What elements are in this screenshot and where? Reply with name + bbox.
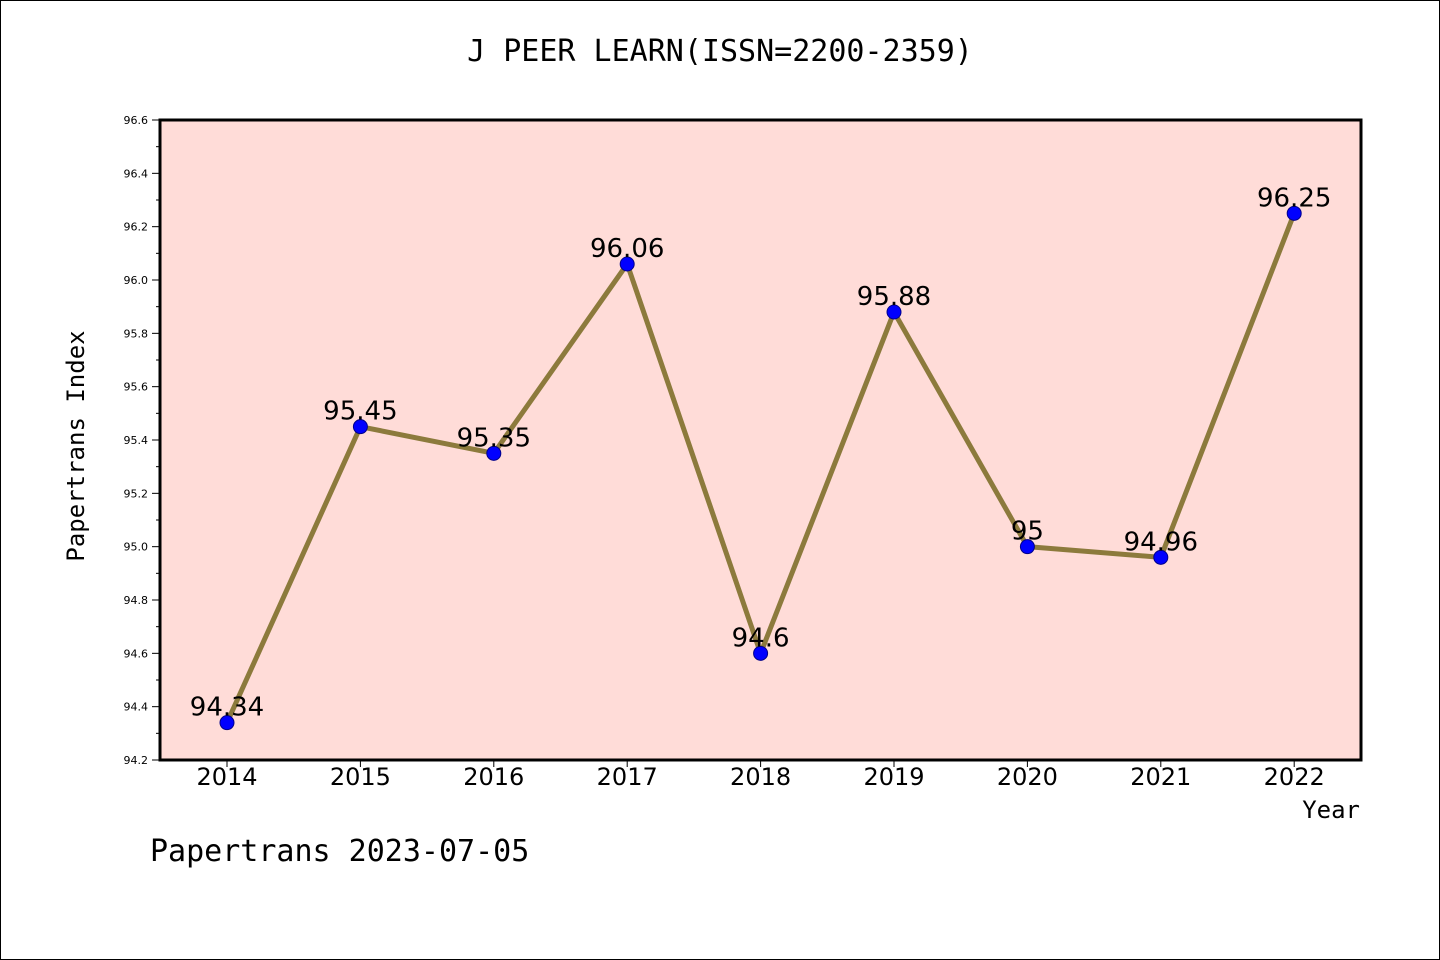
- data-point: [1153, 549, 1169, 565]
- x-tick-label: 2014: [196, 763, 257, 791]
- x-axis-ticks: 2014 2015 2016 2017 2018 2019 2020 2021 2022: [196, 760, 1325, 791]
- y-tick-label: 94.8: [124, 594, 149, 607]
- y-tick-label: 95.6: [124, 381, 149, 394]
- x-tick-label: 2016: [463, 763, 524, 791]
- data-label: 94.96: [1124, 527, 1198, 557]
- chart-title: J PEER LEARN(ISSN=2200-2359): [467, 34, 973, 69]
- y-tick-label: 94.6: [124, 647, 149, 660]
- x-tick-label: 2019: [863, 763, 924, 791]
- plot-area: [160, 120, 1361, 760]
- y-tick-label: 96.0: [124, 274, 149, 287]
- y-tick-label: 94.2: [124, 754, 149, 767]
- x-tick-label: 2015: [330, 763, 391, 791]
- y-tick-label: 95.2: [124, 487, 149, 500]
- data-point: [886, 304, 902, 320]
- x-tick-label: 2021: [1130, 763, 1191, 791]
- x-tick-label: 2022: [1264, 763, 1325, 791]
- data-point: [486, 445, 502, 461]
- data-point: [753, 645, 769, 661]
- footer-credit: Papertrans 2023-07-05: [150, 834, 530, 869]
- data-label: 95.35: [457, 423, 531, 453]
- data-point: [1286, 205, 1302, 221]
- y-tick-label: 96.2: [124, 221, 149, 234]
- data-point: [219, 715, 235, 731]
- data-label: 95.45: [323, 397, 397, 427]
- data-label: 96.25: [1257, 183, 1331, 213]
- data-points: [219, 205, 1302, 731]
- y-tick-label: 95.0: [124, 541, 149, 554]
- y-axis-ticks: 94.2 94.4 94.6 94.8 95.0 95.2 95.4 95.6 95.8 96.0…: [124, 114, 160, 767]
- y-tick-label: 96.6: [124, 114, 149, 127]
- x-tick-label: 2020: [997, 763, 1058, 791]
- data-point: [1019, 539, 1035, 555]
- data-label: 95.88: [857, 282, 931, 312]
- y-tick-label: 96.4: [124, 167, 149, 180]
- data-label: 94.34: [190, 693, 264, 723]
- data-point: [619, 256, 635, 272]
- y-tick-label: 94.4: [124, 701, 149, 714]
- x-tick-label: 2018: [730, 763, 791, 791]
- x-axis-label: Year: [1302, 796, 1360, 824]
- data-label: 94.6: [732, 623, 790, 653]
- y-tick-label: 95.4: [124, 434, 149, 447]
- data-label: 95: [1011, 517, 1044, 547]
- plot-border: [158, 118, 1363, 762]
- data-label: 96.06: [590, 234, 664, 264]
- x-tick-label: 2017: [597, 763, 658, 791]
- y-tick-label: 95.8: [124, 327, 149, 340]
- data-point: [352, 419, 368, 435]
- data-labels: 94.34 95.45 95.35 96.06 94.6 95.88 95 94.96 96.2…: [190, 183, 1332, 722]
